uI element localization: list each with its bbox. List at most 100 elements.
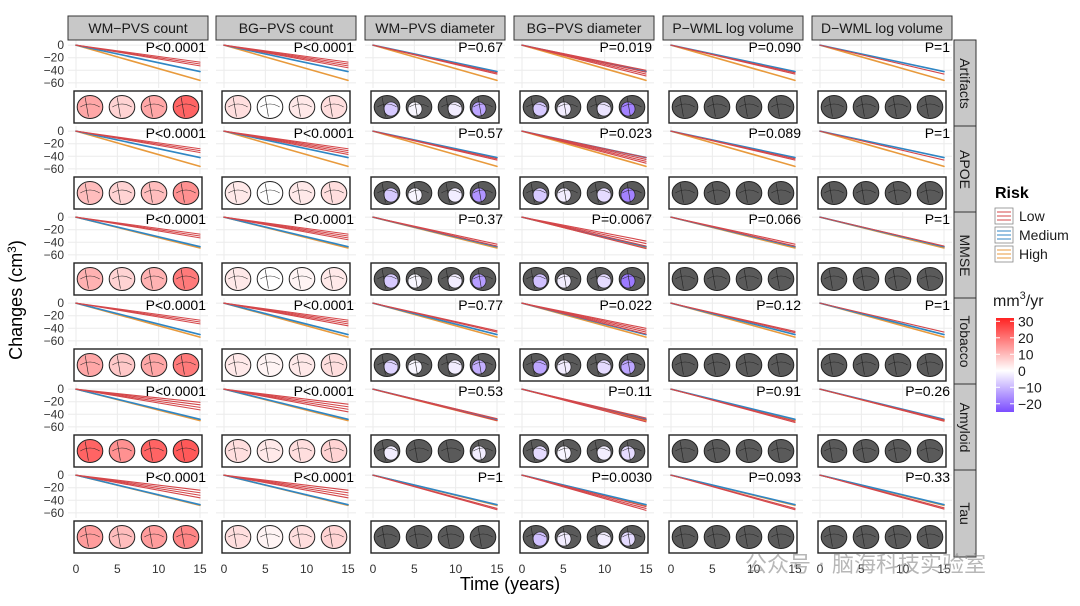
y-tick-label: −20	[44, 481, 65, 495]
series-line-low	[372, 302, 498, 333]
row-strip	[953, 469, 977, 558]
series-line-low	[521, 216, 647, 250]
brain-hemisphere	[108, 180, 136, 206]
series-line-low	[670, 130, 796, 161]
legend-title: Risk	[995, 185, 1029, 202]
column-strip-label: WM−PVS diameter	[375, 20, 495, 36]
brain-hemisphere	[405, 266, 433, 292]
p-value-label: P=0.67	[458, 39, 503, 55]
column-strip	[513, 15, 655, 41]
brain-hemisphere	[76, 266, 104, 292]
x-tick-label: 10	[896, 562, 910, 576]
brain-hemisphere	[522, 438, 550, 464]
brain-hemisphere	[140, 524, 168, 550]
brain-hemisphere	[916, 438, 944, 464]
series-line-low	[75, 216, 201, 239]
series-line-low	[521, 388, 647, 423]
brain-hemisphere	[140, 180, 168, 206]
x-tick-label: 0	[73, 562, 80, 576]
brain-hemisphere	[405, 524, 433, 550]
series-line-high	[670, 44, 796, 82]
series-line-high	[75, 44, 201, 82]
x-tick-label: 15	[788, 562, 802, 576]
brain-hemisphere	[373, 94, 401, 120]
brain-hemisphere	[884, 266, 912, 292]
y-tick-label: −40	[44, 407, 65, 421]
brain-hemisphere	[320, 180, 348, 206]
brain-hemisphere	[703, 94, 731, 120]
panel-background	[514, 384, 654, 432]
brain-hemisphere	[522, 94, 550, 120]
series-line-low	[521, 302, 647, 335]
brain-hemisphere	[884, 352, 912, 378]
brain-hemisphere	[373, 266, 401, 292]
brain-hemisphere	[373, 524, 401, 550]
brain-hemisphere	[224, 180, 252, 206]
brain-hemisphere	[140, 266, 168, 292]
plot-panels: P<0.0001 P<0.0001 P=0.67 P=0.019 P=0.090 P=1 P…	[68, 39, 952, 518]
brain-hemisphere	[852, 352, 880, 378]
x-tick-label: 10	[449, 562, 463, 576]
x-tick-label: 10	[152, 562, 166, 576]
legend-label: Medium	[1019, 227, 1069, 243]
x-tick-label: 5	[262, 562, 269, 576]
brain-hemisphere	[172, 438, 200, 464]
brain-hemisphere	[586, 180, 614, 206]
brain-hemisphere	[172, 524, 200, 550]
brain-hemisphere	[288, 94, 316, 120]
brain-hemisphere	[618, 524, 646, 550]
brain-hemisphere	[373, 352, 401, 378]
p-value-label: P=0.11	[608, 383, 652, 399]
brain-hemisphere	[522, 352, 550, 378]
series-line-low	[819, 216, 945, 247]
p-value-label: P=0.023	[599, 125, 652, 141]
brain-hemisphere	[671, 438, 699, 464]
brain-hemisphere	[916, 524, 944, 550]
series-line-medium	[670, 474, 796, 506]
brain-hemisphere	[735, 352, 763, 378]
brain-hemisphere	[469, 94, 497, 120]
series-line-low	[223, 44, 349, 69]
y-tick-label: −60	[44, 334, 65, 348]
brain-hemisphere	[256, 266, 284, 292]
series-line-medium	[372, 474, 498, 506]
series-line-low	[75, 44, 201, 67]
brain-hemisphere	[437, 266, 465, 292]
p-value-label: P<0.0001	[294, 125, 355, 141]
brain-hemisphere	[469, 524, 497, 550]
p-value-label: P=1	[925, 297, 951, 313]
brain-hemisphere	[224, 266, 252, 292]
brain-hemisphere	[767, 438, 795, 464]
p-value-label: P=1	[925, 211, 951, 227]
brain-hemisphere	[586, 94, 614, 120]
x-tick-label: 0	[221, 562, 228, 576]
brain-hemisphere	[767, 524, 795, 550]
x-tick-label: 10	[598, 562, 612, 576]
series-line-high	[75, 130, 201, 168]
brain-hemisphere	[288, 524, 316, 550]
brain-hemisphere	[884, 94, 912, 120]
series-line-high	[521, 44, 647, 82]
brain-hemisphere	[767, 180, 795, 206]
p-value-label: P=1	[925, 125, 951, 141]
column-strip	[811, 15, 953, 41]
p-value-label: P=1	[925, 39, 951, 55]
p-value-label: P=0.090	[748, 39, 801, 55]
series-line-low	[372, 44, 498, 75]
brain-hemisphere	[554, 180, 582, 206]
panel-background	[663, 384, 803, 432]
brain-hemisphere	[140, 94, 168, 120]
p-value-label: P<0.0001	[146, 125, 207, 141]
brain-hemisphere	[108, 94, 136, 120]
brain-hemisphere	[820, 524, 848, 550]
brain-hemisphere	[554, 94, 582, 120]
brain-hemisphere	[469, 180, 497, 206]
y-tick-label: −40	[44, 235, 65, 249]
brain-hemisphere	[671, 180, 699, 206]
brain-hemisphere	[224, 94, 252, 120]
x-tick-label: 10	[300, 562, 314, 576]
series-line-low	[372, 216, 498, 247]
legend-label: High	[1019, 246, 1048, 262]
brain-map-panels	[73, 90, 947, 554]
